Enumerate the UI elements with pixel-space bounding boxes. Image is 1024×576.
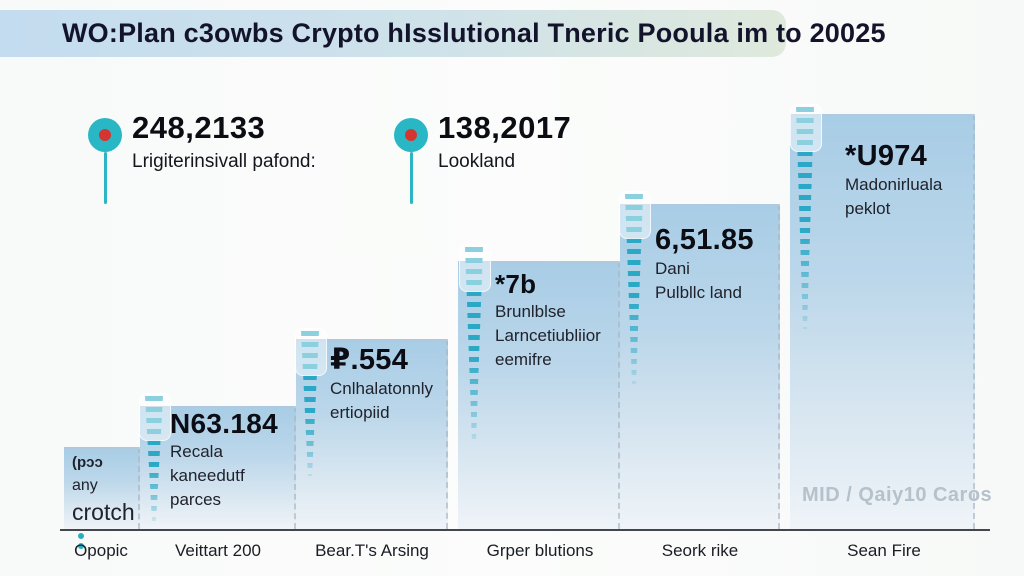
- bar-label-line: any: [72, 477, 98, 494]
- stat-block-2: 138,2017 Lookland: [394, 110, 572, 204]
- bar-label-line: Madonirluala: [845, 175, 943, 194]
- bar-opopic: (pɔɔ any crotch: [64, 447, 140, 549]
- x-axis-label: Veittart 200: [174, 541, 261, 560]
- stat-label: Lookland: [438, 151, 516, 172]
- bar-label-line: (pɔɔ: [72, 454, 103, 471]
- bar-label-line: peklot: [845, 199, 891, 218]
- bar-bearts-arsing: ₽.554 Cnlhalatonnly ertiopiid: [295, 328, 448, 529]
- bar-label-line: Pulbllc land: [655, 283, 742, 302]
- stat-block-1: 248,2133 Lrigiterinsivall pafond:: [88, 110, 316, 204]
- title-band: WO:Plan c3owbs Crypto hIsslutional Tneri…: [0, 10, 886, 57]
- dashed-pin-decoration: [619, 191, 651, 384]
- map-pin-icon: [394, 118, 430, 218]
- bar-label-line: Cnlhalatonnly: [330, 379, 434, 398]
- frosted-cap: [619, 191, 651, 239]
- map-pin-icon: [88, 118, 124, 218]
- frosted-cap: [790, 104, 822, 152]
- bar-value: 6,51.85: [655, 224, 754, 256]
- bar-value: N63.184: [170, 408, 278, 439]
- bar-grper-blutions: *7b Brunlblse Larncetiubliior eemifre: [458, 244, 620, 529]
- pin-stem: [410, 152, 413, 204]
- pin-dot-icon: [99, 129, 111, 141]
- x-axis-line: [60, 529, 990, 531]
- frosted-cap: [139, 393, 171, 441]
- bar-seork-rike: 6,51.85 Dani Pulbllc land: [619, 191, 780, 529]
- bar-label-line: Brunlblse: [495, 302, 566, 321]
- bar-veittart-200: N63.184 Recala kaneedutf parces: [139, 393, 296, 529]
- dashed-pin-decoration: [459, 244, 491, 442]
- bar-label-line: Recala: [170, 442, 223, 461]
- bar-label-line: eemifre: [495, 350, 552, 369]
- dashed-pin-decoration: [295, 328, 327, 476]
- bar-label-line: Dani: [655, 259, 690, 278]
- frosted-cap: [295, 328, 327, 376]
- stat-value: 138,2017: [438, 110, 572, 145]
- bar-value: *7b: [495, 269, 537, 299]
- bar-value: ₽.554: [330, 344, 409, 376]
- bar-label-line: crotch: [72, 499, 135, 525]
- x-axis-label: Seork rike: [661, 541, 739, 560]
- pin-stem: [104, 152, 107, 204]
- dashed-pin-decoration: [790, 104, 822, 329]
- x-axis-label: Grper blutions: [486, 541, 594, 560]
- bar-label-line: kaneedutf: [170, 466, 245, 485]
- stat-value: 248,2133: [132, 110, 266, 145]
- pin-dot-icon: [405, 129, 417, 141]
- dot-trail-decoration: [72, 533, 135, 549]
- frosted-cap: [459, 244, 491, 292]
- x-axis-label: Opopic: [74, 541, 128, 560]
- x-axis-label: Bear.T's Arsing: [315, 541, 429, 560]
- dashed-pin-decoration: [139, 393, 171, 521]
- watermark-text: MID / Qaiy10 Caros: [802, 484, 993, 506]
- bar-sean-fire: *U974 Madonirluala peklot MID / Qaiy10 C…: [790, 104, 993, 529]
- page-title: WO:Plan c3owbs Crypto hIsslutional Tneri…: [62, 18, 886, 48]
- x-axis-label: Sean Fire: [847, 541, 921, 560]
- bar-value: *U974: [845, 140, 928, 172]
- bar-label-line: Larncetiubliior: [495, 326, 601, 345]
- stat-label: Lrigiterinsivall pafond:: [132, 151, 316, 172]
- bar-label-line: ertiopiid: [330, 403, 390, 422]
- bar-label-line: parces: [170, 490, 222, 509]
